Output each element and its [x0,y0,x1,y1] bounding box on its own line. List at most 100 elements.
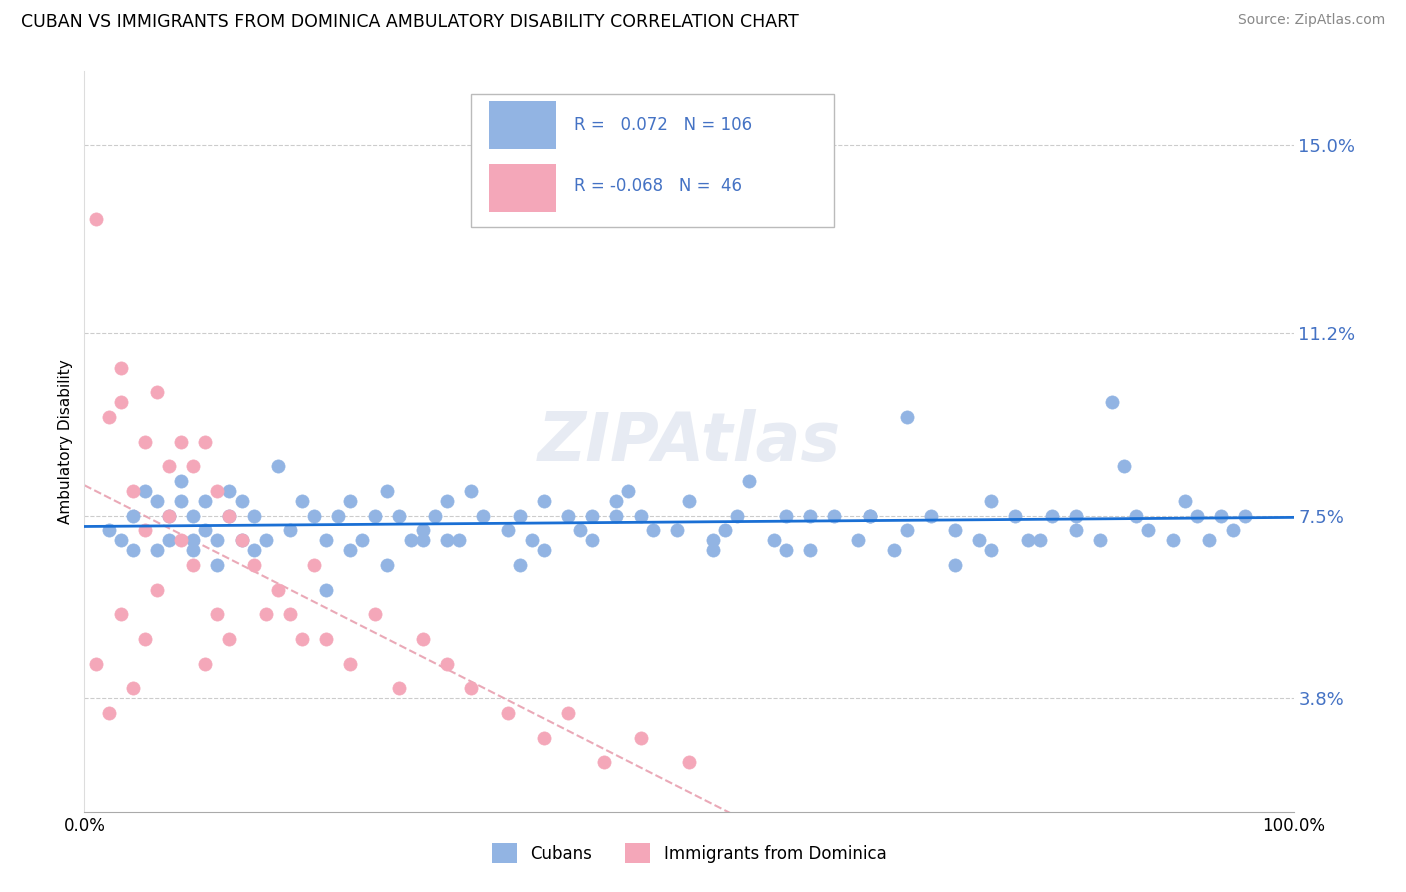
Point [1137,524,1160,538]
Point [170,533,193,548]
Point [267,582,290,597]
Point [702,533,724,548]
Point [460,681,482,696]
Point [218,508,240,523]
Point [399,533,422,548]
Point [883,543,905,558]
Text: Source: ZipAtlas.com: Source: ZipAtlas.com [1237,13,1385,28]
Point [678,493,700,508]
Point [859,508,882,523]
Point [859,508,882,523]
Point [315,582,337,597]
Point [146,385,169,400]
Point [291,493,314,508]
Point [738,474,761,488]
Point [967,533,990,548]
Point [110,395,132,409]
Point [799,508,821,523]
Point [375,558,398,572]
Point [363,508,385,523]
Point [207,483,229,498]
Point [110,360,132,375]
Point [846,533,869,548]
Text: R = -0.068   N =  46: R = -0.068 N = 46 [574,178,742,195]
Point [980,493,1002,508]
Point [86,212,108,227]
Point [1222,524,1244,538]
Point [920,508,942,523]
Point [267,459,290,474]
Point [1209,508,1232,523]
Point [254,533,277,548]
Point [1064,508,1087,523]
Point [157,533,180,548]
Point [302,508,325,523]
Text: R =   0.072   N = 106: R = 0.072 N = 106 [574,116,752,134]
Point [181,508,204,523]
Point [134,483,156,498]
Point [605,493,627,508]
Point [194,434,217,449]
Point [170,474,193,488]
Point [423,508,446,523]
Legend: Cubans, Immigrants from Dominica: Cubans, Immigrants from Dominica [485,837,893,870]
Point [725,508,748,523]
Point [157,508,180,523]
Point [231,533,253,548]
Point [207,607,229,622]
Point [134,434,156,449]
Point [943,524,966,538]
Point [97,409,120,424]
Point [436,533,458,548]
Point [218,508,240,523]
Point [315,632,337,646]
Point [496,706,519,720]
Point [472,508,495,523]
Point [328,508,350,523]
Point [1088,533,1111,548]
Point [388,508,411,523]
Point [181,543,204,558]
Point [702,543,724,558]
Point [509,508,531,523]
Point [121,681,143,696]
Point [146,582,169,597]
Point [665,524,688,538]
Point [1004,508,1026,523]
Point [896,524,918,538]
Point [146,493,169,508]
Point [412,524,434,538]
Point [630,508,652,523]
Point [533,493,555,508]
Point [1185,508,1208,523]
Point [1017,533,1039,548]
Point [1040,508,1063,523]
Point [278,524,301,538]
Point [97,706,120,720]
Point [339,543,361,558]
Point [1174,493,1197,508]
Point [231,493,253,508]
Point [641,524,664,538]
Point [254,607,277,622]
Y-axis label: Ambulatory Disability: Ambulatory Disability [58,359,73,524]
Point [714,524,737,538]
Point [557,706,579,720]
Point [533,543,555,558]
Point [509,558,531,572]
Point [207,558,229,572]
Text: CUBAN VS IMMIGRANTS FROM DOMINICA AMBULATORY DISABILITY CORRELATION CHART: CUBAN VS IMMIGRANTS FROM DOMINICA AMBULA… [21,13,799,31]
Point [630,731,652,745]
Point [496,524,519,538]
Point [436,657,458,671]
Point [557,508,579,523]
Point [302,558,325,572]
Point [449,533,471,548]
Point [896,409,918,424]
Point [231,533,253,548]
FancyBboxPatch shape [471,94,834,227]
Point [86,657,108,671]
Point [823,508,845,523]
Point [194,657,217,671]
Point [412,632,434,646]
